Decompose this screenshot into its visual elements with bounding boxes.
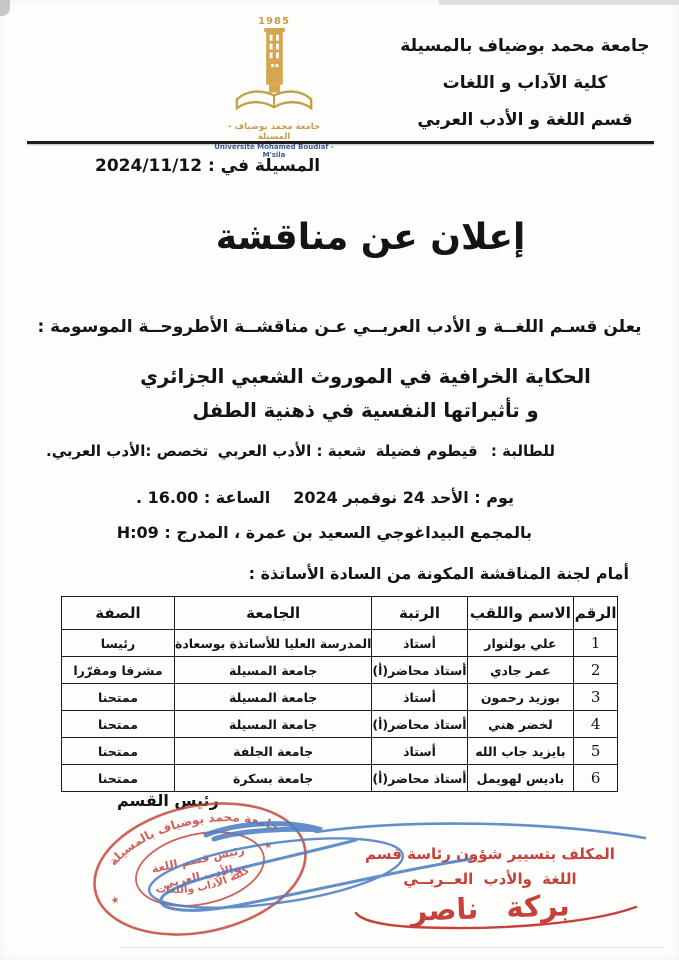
letterhead-department: قسم اللغة و الأدب العربي [417,110,633,130]
university-logo: 1985 جامعة محمد بوضياف - المسيلة Univers… [211,16,337,159]
delegate-stamp-text: المكلف بتسيير شؤون رئاسة قسم اللغة والأد… [332,845,648,928]
cell-rank: أستاذ محاضر(أ) [371,764,468,792]
cell-number: 5 [573,737,618,765]
table-row: 2 عمر جادي أستاذ محاضر(أ) جامعة المسيلة … [61,656,618,684]
session-row: يوم : الأحد 24 نوفمبر 2024 الساعة : 16.0… [136,488,514,507]
letterhead-university: جامعة محمد بوضياف بالمسيلة [400,36,650,56]
table-row: 6 باديس لهويمل أستاذ محاضر(أ) جامعة بسكر… [61,764,618,792]
table-header-row: الرقم الاسم واللقب الرتبة الجامعة الصفة [61,596,618,630]
stamp-star-icon: ★ [110,894,121,907]
col-number: الرقم [573,596,618,630]
letterhead-faculty: كلية الآداب و اللغات [442,73,608,93]
col-role: الصفة [61,596,175,630]
cell-name: لخضر هني [466,710,575,738]
session-day: يوم : الأحد 24 نوفمبر 2024 [293,488,514,507]
announcement-intro: يعلن قسـم اللغــة و الأدب العربــي عـن م… [37,317,642,337]
col-university: الجامعة [173,596,373,630]
student-specialty: تخصص :الأدب العربي. [46,442,209,460]
table-row: 5 بايزيد جاب الله أستاذ جامعة الجلفة ممت… [61,737,618,765]
thesis-title-line2: و تأثيراتها النفسية في ذهنية الطفل [192,399,539,422]
col-name: الاسم واللقب [466,596,575,630]
cell-university: المدرسة العليا للأساتذة بوسعادة [173,629,373,657]
cell-university: جامعة المسيلة [173,656,373,684]
table-row: 3 بوزيد رحمون أستاذ جامعة المسيلة ممتحنا [61,683,618,711]
student-label-and-name: للطالبة : قيطوم فضيلة [376,442,555,460]
cell-role: مشرفا ومقرّرا [61,656,175,684]
cell-name: بوزيد رحمون [466,683,575,711]
cell-university: جامعة المسيلة [173,683,373,711]
page-title: إعلان عن مناقشة [215,217,526,258]
cell-name: علي بولنوار [466,629,575,657]
stamp-star-icon: ★ [263,839,274,852]
cell-role: ممتحنا [61,737,175,765]
logo-caption-french: Université Mohamed Boudiaf - M'sila [214,143,334,159]
cell-number: 1 [573,629,618,657]
cell-role: ممتحنا [61,683,175,711]
student-branch: شعبة : الأدب العربي [217,442,367,460]
cell-role: رئيسا [61,629,175,657]
cell-university: جامعة المسيلة [173,710,373,738]
student-label: للطالبة : [490,442,555,460]
cell-number: 4 [573,710,618,738]
logo-year: 1985 [258,16,290,27]
table-row: 1 علي بولنوار أستاذ المدرسة العليا للأسا… [61,629,618,657]
cell-rank: أستاذ [371,629,468,657]
cell-name: عمر جادي [466,656,575,684]
cell-role: ممتحنا [61,710,175,738]
cell-rank: أستاذ محاضر(أ) [371,656,468,684]
logo-caption-arabic: جامعة محمد بوضياف - المسيلة [227,122,321,142]
session-time: الساعة : 16.00 . [136,488,271,507]
cell-rank: أستاذ [371,737,468,765]
student-name: قيطوم فضيلة [375,442,478,460]
cell-rank: أستاذ محاضر(أ) [371,710,468,738]
minaret-book-icon [235,27,313,111]
cell-name: باديس لهويمل [466,764,575,792]
table-row: 4 لخضر هني أستاذ محاضر(أ) جامعة المسيلة … [61,710,618,738]
cell-role: ممتحنا [61,764,175,792]
signature-flourish-icon [354,905,638,930]
handwritten-signature-icon [147,821,647,912]
cell-number: 6 [573,764,618,792]
delegate-line2: اللغة والأدب العــربــي [403,870,577,888]
scan-edge-smudge [439,0,679,5]
header-divider [27,141,654,144]
cell-university: جامعة الجلفة [173,737,373,765]
cell-name: بايزيد جاب الله [466,737,575,765]
scan-edge-line [120,947,664,948]
date-line: المسيلة في : 2024/11/12 [95,156,321,176]
col-rank: الرتبة [371,596,468,630]
scan-edge-smudge [0,0,10,16]
committee-table: الرقم الاسم واللقب الرتبة الجامعة الصفة … [61,596,618,792]
thesis-title-line1: الحكاية الخرافية في الموروث الشعبي الجزا… [140,365,591,388]
committee-intro: أمام لجنة المناقشة المكونة من السادة الأ… [248,564,629,583]
cell-number: 3 [573,683,618,711]
delegate-line1: المكلف بتسيير شؤون رئاسة قسم [365,845,615,863]
session-place: بالمجمع البيداغوجي السعيد بن عمرة ، المد… [116,523,532,542]
letterhead: جامعة محمد بوضياف بالمسيلة كلية الآداب و… [397,28,653,139]
cell-number: 2 [573,656,618,684]
cell-university: جامعة بسكرة [173,764,373,792]
student-row: للطالبة : قيطوم فضيلة شعبة : الأدب العرب… [46,442,555,460]
cell-rank: أستاذ [371,683,468,711]
